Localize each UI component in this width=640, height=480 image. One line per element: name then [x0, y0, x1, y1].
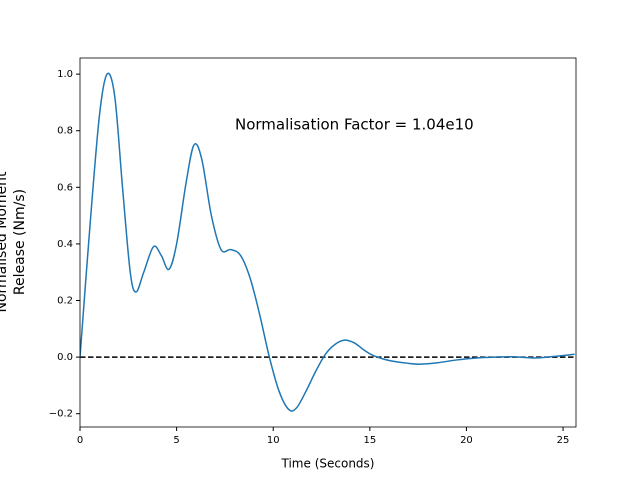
annotation: Normalisation Factor = 1.04e10 — [235, 116, 474, 134]
plot-frame — [79, 57, 577, 428]
y-tick-label: 1.0 — [57, 69, 73, 80]
y-tick-label: 0.8 — [57, 126, 73, 137]
x-tick-label: 0 — [77, 435, 83, 446]
x-tick-label: 15 — [363, 435, 376, 446]
x-tick-label: 5 — [173, 435, 179, 446]
x-tick-label: 25 — [557, 435, 570, 446]
x-tick-label: 10 — [267, 435, 280, 446]
y-axis-label: Normalised Moment — [0, 171, 10, 313]
y-tick-label: 0.4 — [57, 239, 73, 250]
y-tick-label: −0.2 — [49, 409, 73, 420]
y-axis-label: Release (Nm/s) — [12, 189, 28, 295]
y-tick-label: 0.0 — [57, 352, 73, 363]
x-axis-label: Time (Seconds) — [281, 457, 375, 471]
x-tick-label: 20 — [460, 435, 473, 446]
y-tick-label: 0.2 — [57, 296, 73, 307]
y-tick-label: 0.6 — [57, 182, 73, 193]
data-line — [80, 72, 575, 412]
